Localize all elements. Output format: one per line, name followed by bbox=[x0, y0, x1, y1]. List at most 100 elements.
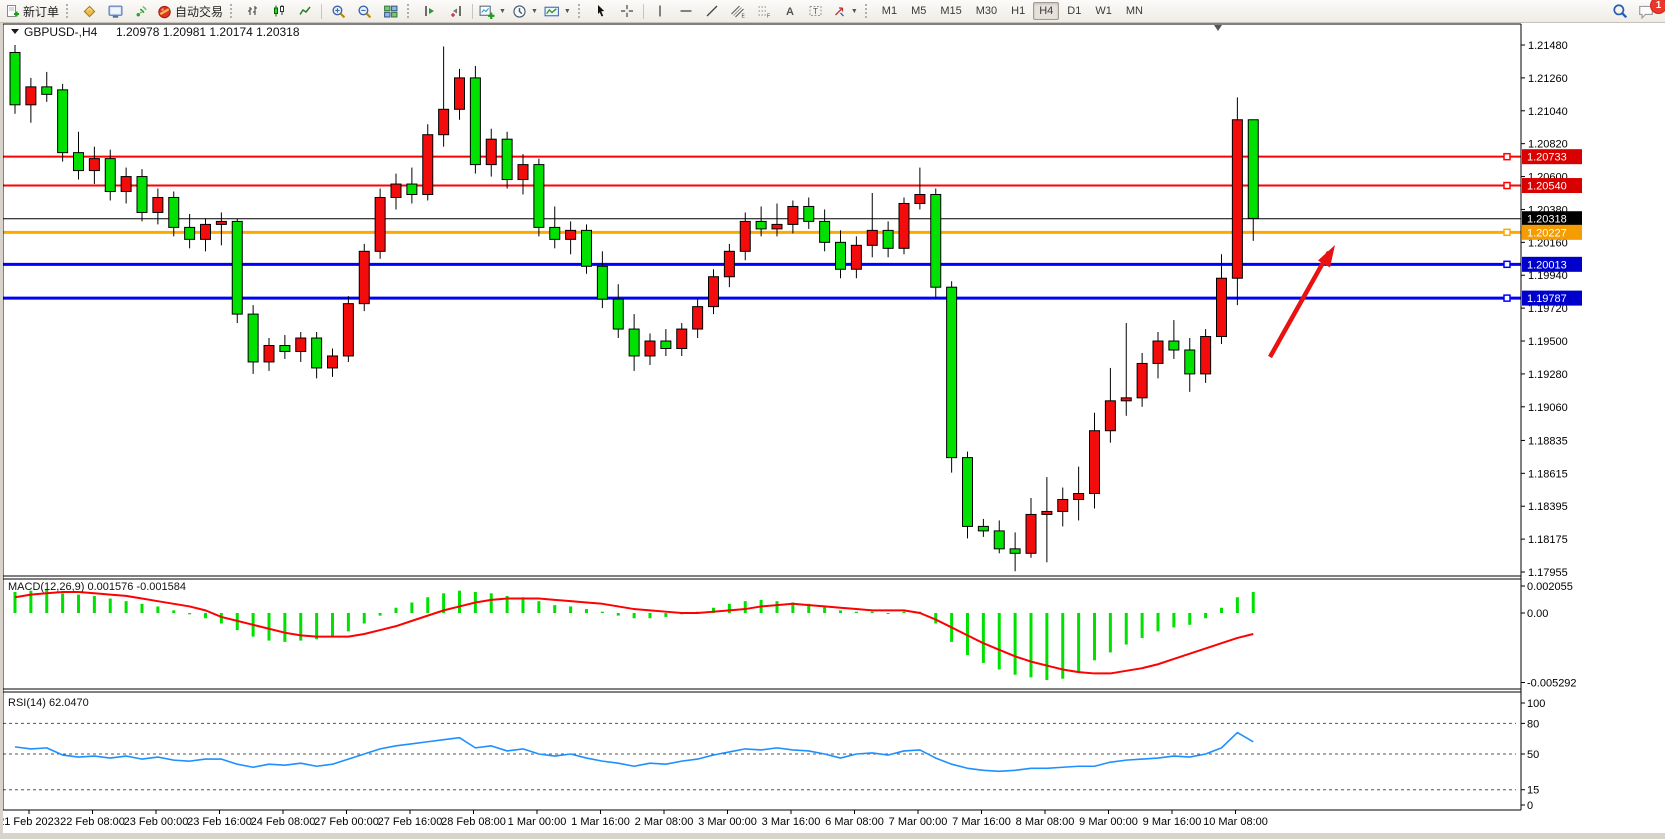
notification-badge[interactable]: 1 bbox=[1650, 0, 1665, 14]
templates-button[interactable]: ▼ bbox=[541, 1, 574, 21]
search-button[interactable] bbox=[1607, 1, 1633, 21]
bar-chart-mode-button[interactable] bbox=[240, 1, 266, 21]
new-chart-icon bbox=[479, 5, 495, 19]
macd-label: MACD(12,26,9) 0.001576 -0.001584 bbox=[8, 581, 186, 593]
auto-scroll-button[interactable] bbox=[417, 1, 443, 21]
timeframe-m30[interactable]: M30 bbox=[975, 5, 998, 17]
arrow-head[interactable] bbox=[1317, 245, 1335, 268]
time-tick-label: 3 Mar 00:00 bbox=[698, 816, 757, 828]
text-tool-button[interactable]: A bbox=[777, 1, 803, 21]
hline-handle[interactable] bbox=[1503, 228, 1511, 237]
horizontal-line-tool-button[interactable] bbox=[673, 1, 699, 21]
toolbar-grip[interactable] bbox=[407, 4, 413, 18]
macd-histogram-bar bbox=[1156, 613, 1160, 632]
hline-handle[interactable] bbox=[1503, 294, 1511, 302]
macd-histogram-bar bbox=[45, 589, 49, 613]
candle bbox=[914, 167, 926, 210]
tile-windows-button[interactable] bbox=[377, 1, 403, 21]
macd-histogram-bar bbox=[981, 613, 985, 663]
hline-handle[interactable] bbox=[1503, 181, 1511, 190]
candle-body bbox=[977, 525, 989, 532]
timeframe-h4[interactable]: H4 bbox=[1033, 2, 1060, 20]
zoom-out-button[interactable] bbox=[351, 1, 377, 21]
candle-body bbox=[1200, 336, 1212, 375]
periods-button[interactable]: ▼ bbox=[509, 1, 541, 21]
timeframe-w1[interactable]: W1 bbox=[1095, 5, 1112, 17]
macd-signal-line bbox=[14, 590, 1254, 675]
line-chart-mode-button[interactable] bbox=[292, 1, 318, 21]
candle bbox=[565, 221, 577, 255]
autotrade-button[interactable]: 自动交易 bbox=[154, 1, 226, 21]
signal-service-button[interactable] bbox=[128, 1, 154, 21]
trend-arrow-annotation[interactable] bbox=[1268, 245, 1335, 359]
text-label-icon: T bbox=[809, 6, 822, 16]
panel-frame bbox=[2, 23, 1522, 811]
macd-histogram-bar bbox=[585, 609, 588, 613]
gold-symbol-button[interactable] bbox=[76, 1, 102, 21]
zoom-in-icon bbox=[331, 4, 345, 18]
time-tick-label: 28 Feb 08:00 bbox=[441, 816, 506, 828]
symbol-dropdown-icon[interactable] bbox=[11, 29, 19, 34]
timeframe-h1[interactable]: H1 bbox=[1011, 5, 1026, 17]
candle bbox=[184, 213, 196, 249]
candle bbox=[41, 71, 53, 102]
candle-body bbox=[136, 176, 148, 213]
toolbar-grip[interactable] bbox=[577, 4, 584, 18]
hline-handle[interactable] bbox=[1503, 152, 1511, 161]
fibonacci-tool-button[interactable]: F bbox=[751, 1, 777, 21]
macd-histogram-bar bbox=[331, 613, 334, 637]
macd-histogram-bar bbox=[521, 597, 525, 613]
toolbar-separator bbox=[321, 3, 323, 19]
vertical-line-tool-button[interactable] bbox=[647, 1, 673, 21]
new-chart-button[interactable]: ▼ bbox=[476, 1, 509, 21]
macd-histogram-bar bbox=[791, 602, 795, 613]
zoom-in-button[interactable] bbox=[325, 1, 351, 21]
candle bbox=[866, 193, 878, 258]
candle bbox=[946, 281, 958, 473]
chart-shift-button[interactable] bbox=[443, 1, 469, 21]
new-order-button[interactable]: 新订单 bbox=[3, 1, 62, 21]
channel-tool-button[interactable]: E bbox=[725, 1, 751, 21]
macd-histogram-bar bbox=[1188, 613, 1192, 625]
candle-body bbox=[1168, 340, 1180, 351]
time-tick-label: 10 Mar 08:00 bbox=[1203, 816, 1268, 828]
macd-histogram-bar bbox=[489, 593, 493, 613]
trendline-tool-button[interactable] bbox=[699, 1, 725, 21]
crosshair-tool-button[interactable] bbox=[614, 1, 640, 21]
price-axis[interactable]: 1.214801.212601.210401.208201.206001.203… bbox=[1521, 40, 1577, 812]
candle-chart-mode-button[interactable] bbox=[266, 1, 292, 21]
candle-body bbox=[946, 286, 958, 459]
chart-symbol-label: GBPUSD-,H4 bbox=[24, 25, 98, 39]
candle bbox=[279, 335, 291, 359]
toolbar-grip[interactable] bbox=[864, 4, 871, 18]
macd-histogram-bar bbox=[648, 613, 652, 619]
remote-terminal-button[interactable] bbox=[102, 1, 128, 21]
chart-shift-marker[interactable] bbox=[1214, 25, 1222, 31]
toolbar-grip[interactable] bbox=[66, 4, 72, 18]
hline-handle[interactable] bbox=[1503, 260, 1511, 269]
timeframe-m1[interactable]: M1 bbox=[881, 5, 898, 17]
main-toolbar: 新订单 自动交易 bbox=[0, 0, 1665, 23]
text-label-tool-button[interactable]: T bbox=[803, 1, 829, 21]
candle-body bbox=[1216, 277, 1227, 338]
timeframe-d1[interactable]: D1 bbox=[1067, 5, 1082, 17]
chart-shift-icon bbox=[451, 6, 461, 17]
timeframe-m15[interactable]: M15 bbox=[940, 5, 962, 17]
candle bbox=[533, 158, 545, 237]
timeframe-m5[interactable]: M5 bbox=[911, 5, 927, 17]
candle bbox=[1089, 412, 1100, 509]
price-tick-label: 1.20160 bbox=[1528, 237, 1568, 249]
arrows-tool-button[interactable]: ▼ bbox=[829, 1, 861, 21]
chart-background bbox=[0, 23, 1665, 833]
dropdown-caret: ▼ bbox=[499, 7, 506, 15]
candle-body bbox=[835, 241, 846, 270]
macd-histogram-bar bbox=[1251, 591, 1255, 613]
macd-histogram-bar bbox=[156, 606, 160, 613]
arrow-shaft[interactable] bbox=[1268, 250, 1331, 359]
cursor-tool-button[interactable] bbox=[588, 1, 614, 21]
timeframe-mn[interactable]: MN bbox=[1125, 5, 1143, 17]
candle-body bbox=[1152, 340, 1164, 364]
toolbar-grip[interactable] bbox=[230, 4, 236, 18]
chat-button[interactable]: 1 bbox=[1633, 0, 1665, 21]
